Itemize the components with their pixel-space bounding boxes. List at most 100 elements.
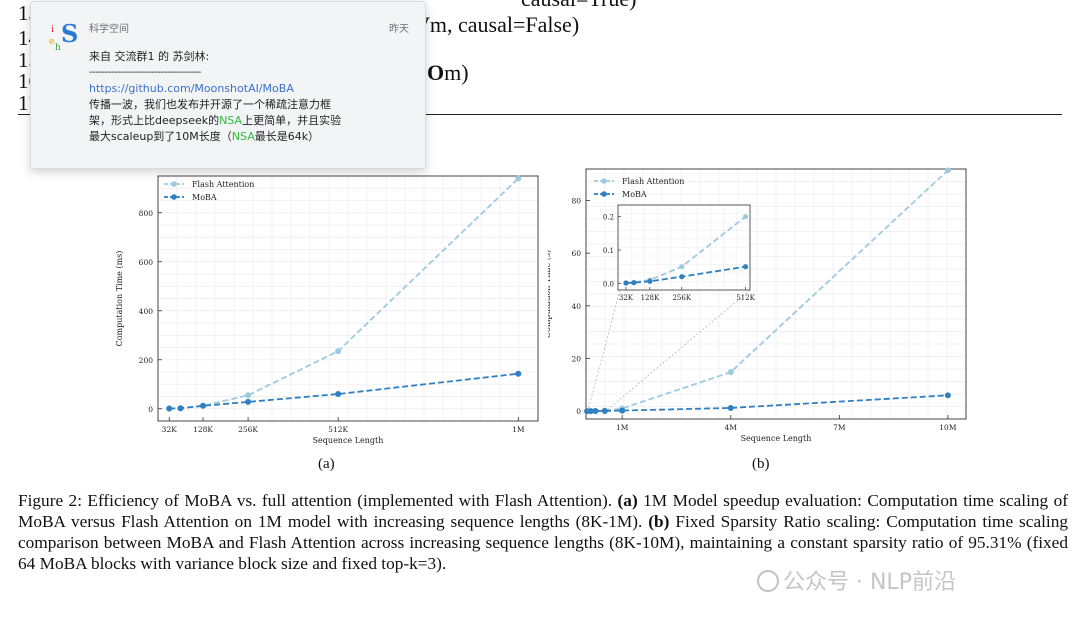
y-tick-label: 600 — [139, 258, 154, 267]
notification-highlight: NSA — [219, 114, 243, 127]
code-fragment-text: m, causal=False) — [429, 12, 580, 37]
data-point — [587, 408, 594, 415]
data-point — [944, 167, 951, 174]
x-tick-label: 256K — [238, 425, 258, 434]
chat-notification[interactable]: S i e h 科学空间 昨天 来自 交流群1 的 苏剑林: ---------… — [30, 1, 426, 169]
y-tick-label: 0 — [148, 405, 153, 414]
section-rule — [18, 114, 1062, 115]
zoom-connector — [605, 289, 751, 412]
svg-text:i: i — [51, 25, 54, 35]
notification-text: 最长是64k） — [254, 130, 320, 143]
data-point — [647, 278, 653, 284]
y-axis-label: Computation Time (s) — [548, 250, 552, 338]
legend-marker — [601, 178, 607, 184]
watermark: 公众号 · NLP前沿 — [757, 564, 956, 596]
notification-line: 来自 交流群1 的 苏剑林: — [89, 50, 210, 63]
x-tick-label: 128K — [193, 425, 213, 434]
x-tick-label: 10M — [939, 423, 957, 432]
data-point — [335, 348, 342, 355]
y-tick-label: 0 — [576, 407, 581, 416]
inset-frame — [617, 204, 751, 291]
wechat-icon — [757, 570, 779, 592]
inset-y-tick-label: 0.2 — [603, 214, 614, 222]
subcaption-a: (a) — [318, 456, 335, 472]
data-point — [619, 407, 626, 414]
caption-b-text: Fixed Sparsity Ratio scaling: Computatio… — [18, 512, 1069, 573]
x-tick-label: 4M — [725, 423, 738, 432]
plot-frame — [157, 175, 539, 422]
legend-label: MoBA — [622, 190, 647, 199]
data-point — [245, 398, 252, 405]
caption-prefix: Figure 2: Efficiency of MoBA vs. full at… — [18, 491, 613, 510]
watermark-text: 公众号 · NLP前沿 — [783, 570, 956, 595]
code-fragment: Om) — [427, 60, 469, 85]
y-tick-label: 400 — [139, 307, 154, 316]
data-point — [177, 405, 184, 412]
figure-caption: Figure 2: Efficiency of MoBA vs. full at… — [18, 490, 1068, 574]
series-line — [169, 372, 519, 410]
chart-b: 0 20 40 60 80 1M 4M 7M 10M Sequence Length Computa… — [548, 167, 967, 443]
y-tick-label: 60 — [571, 249, 581, 258]
x-tick-label: 1M — [512, 425, 525, 434]
x-tick-label: 32K — [162, 425, 178, 434]
plot-frame — [585, 168, 967, 420]
app-logo-icon: S i e h — [49, 18, 85, 54]
y-axis-label: Computation Time (ms) — [115, 251, 124, 347]
data-point — [727, 404, 734, 411]
y-tick-label: 200 — [139, 356, 154, 365]
inset-plot: 0.0 0.1 0.2 32K 128K 256K 512K — [603, 204, 756, 302]
data-point — [592, 408, 599, 415]
x-axis-label: Sequence Length — [741, 434, 812, 443]
inset-y-tick-label: 0.1 — [603, 247, 614, 255]
data-point — [727, 369, 734, 376]
inset-x-tick-label: 32K — [619, 294, 634, 302]
data-point — [245, 392, 252, 399]
notification-text: 架，形式上比deepseek的 — [89, 114, 220, 127]
code-fragment: causal=True) — [521, 0, 636, 12]
legend: Flash Attention MoBA — [594, 177, 684, 199]
inset-y-tick-label: 0.0 — [603, 280, 614, 288]
x-tick-label: 512K — [328, 425, 348, 434]
code-fragment-text: m) — [444, 60, 469, 85]
legend-marker — [171, 181, 177, 187]
data-point — [166, 405, 173, 412]
chart-a: 0 200 400 600 800 32K 128K 256K 512K 1M Sequence L… — [115, 175, 539, 445]
notification-link[interactable]: https://github.com/MoonshotAI/MoBA — [89, 82, 294, 95]
svg-text:e: e — [49, 37, 54, 47]
notification-app-name: 科学空间 — [89, 24, 129, 35]
data-point — [623, 280, 629, 286]
caption-b-label: (b) — [648, 512, 670, 531]
plot-area: 0 20 40 60 80 1M 4M 7M 10M Sequence Length Computa… — [548, 167, 967, 443]
notification-body: 来自 交流群1 的 苏剑林: -------------------------… — [89, 49, 409, 145]
notification-highlight: NSA — [231, 130, 255, 143]
data-point — [515, 175, 522, 182]
svg-text:h: h — [55, 43, 61, 53]
data-point — [515, 370, 522, 377]
notification-time: 昨天 — [389, 24, 409, 35]
data-point — [679, 274, 685, 280]
svg-text:S: S — [61, 19, 78, 48]
code-fragment: Ṽm, causal=False) — [414, 12, 579, 38]
notification-line: 最大scaleup到了10M长度（NSA最长是64k） — [89, 129, 409, 145]
data-point — [742, 214, 749, 220]
data-point — [742, 264, 749, 270]
zoom-connector — [587, 289, 621, 412]
y-tick-label: 80 — [571, 197, 581, 206]
legend-label: MoBA — [192, 193, 217, 202]
legend: Flash Attention MoBA — [164, 180, 254, 202]
y-tick-label: 40 — [571, 302, 581, 311]
data-point — [679, 264, 685, 270]
subcaption-b: (b) — [752, 456, 770, 472]
inset-x-tick-label: 512K — [736, 294, 755, 302]
inset-x-tick-label: 128K — [641, 294, 660, 302]
data-point — [631, 280, 637, 286]
series-line — [587, 394, 948, 413]
x-tick-label: 7M — [833, 423, 846, 432]
y-tick-label: 20 — [571, 354, 581, 363]
x-tick-label: 1M — [616, 423, 629, 432]
notification-text: 上更简单，并且实验 — [242, 114, 342, 127]
notification-line: 传播一波，我们也发布并开源了一个稀疏注意力框 — [89, 98, 331, 111]
data-point — [944, 392, 951, 399]
x-axis-label: Sequence Length — [313, 436, 384, 445]
notification-line: 架，形式上比deepseek的NSA上更简单，并且实验 — [89, 113, 409, 129]
